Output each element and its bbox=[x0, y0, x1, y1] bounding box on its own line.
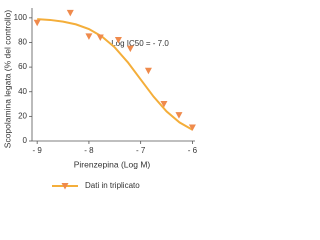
x-tick-label: - 7 bbox=[136, 146, 146, 155]
data-point bbox=[96, 34, 104, 42]
fit-line bbox=[37, 18, 193, 131]
data-point bbox=[66, 9, 74, 17]
data-point bbox=[188, 124, 196, 131]
y-tick-label: 60 bbox=[18, 62, 27, 71]
data-point bbox=[126, 45, 134, 53]
legend-label: Dati in triplicato bbox=[85, 181, 140, 190]
data-point bbox=[144, 67, 152, 75]
data-point bbox=[114, 37, 122, 44]
annotation: Log IC50 = - 7.0 bbox=[111, 39, 169, 48]
x-tick-label: - 9 bbox=[33, 146, 43, 155]
legend-marker bbox=[61, 183, 69, 190]
y-axis-label: Scopolamina legata (% del controllo) bbox=[2, 10, 12, 149]
data-point bbox=[33, 19, 41, 27]
y-tick-label: 40 bbox=[18, 87, 27, 96]
data-point bbox=[85, 33, 93, 40]
data-point bbox=[175, 112, 183, 119]
x-tick-label: - 8 bbox=[84, 146, 94, 155]
y-tick-label: 100 bbox=[14, 13, 28, 22]
y-tick-label: 80 bbox=[18, 38, 27, 47]
x-axis-label: Pirenzepina (Log M) bbox=[74, 159, 151, 169]
chart: Scopolamina legata (% del controllo) Pir… bbox=[2, 8, 198, 190]
y-tick-label: 0 bbox=[23, 136, 28, 145]
x-tick-label: - 6 bbox=[188, 146, 198, 155]
y-tick-label: 20 bbox=[18, 111, 27, 120]
data-point bbox=[160, 101, 168, 108]
